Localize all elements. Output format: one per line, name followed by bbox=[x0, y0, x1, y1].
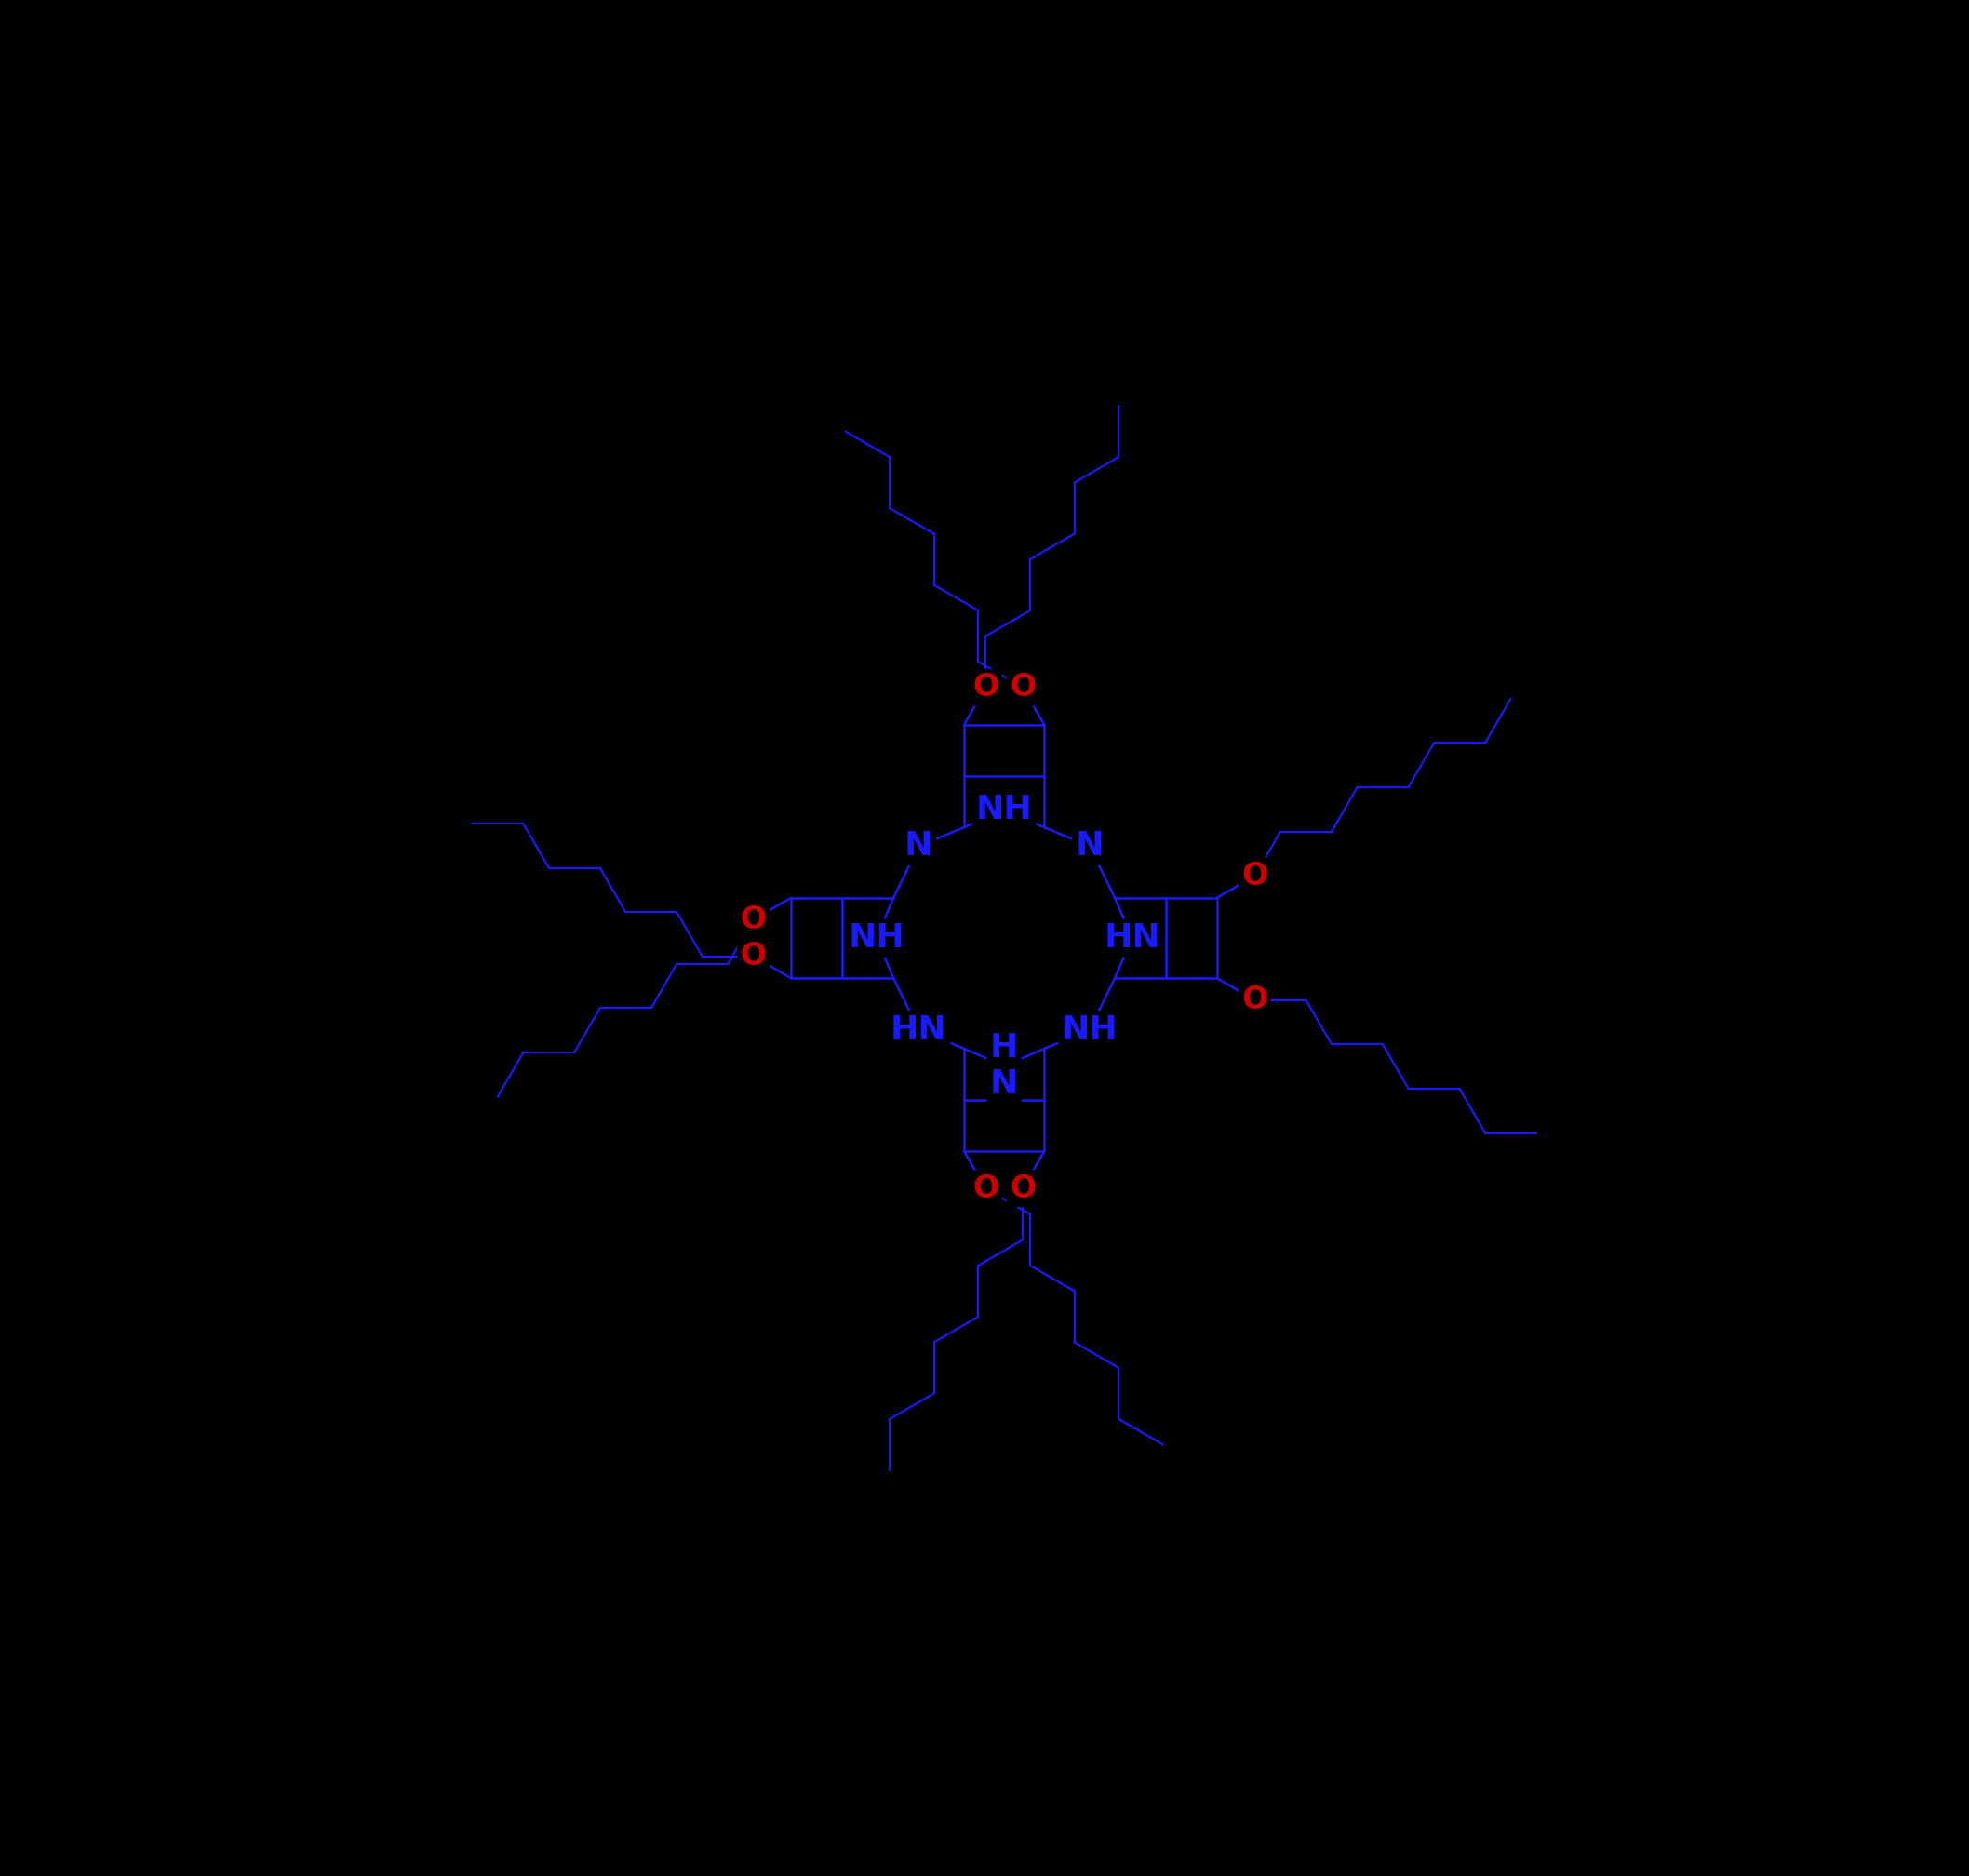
Text: N: N bbox=[904, 831, 933, 863]
Text: O: O bbox=[1010, 1172, 1036, 1204]
Text: O: O bbox=[973, 672, 998, 704]
Text: O: O bbox=[740, 942, 766, 972]
Text: O: O bbox=[1010, 672, 1036, 704]
Text: O: O bbox=[1242, 861, 1268, 891]
Text: NH: NH bbox=[1061, 1013, 1118, 1045]
Text: H
N: H N bbox=[990, 1032, 1018, 1099]
Text: O: O bbox=[973, 1172, 998, 1204]
Text: HN: HN bbox=[1105, 923, 1160, 953]
Text: HN: HN bbox=[890, 1013, 947, 1045]
Text: O: O bbox=[740, 904, 766, 934]
Text: N: N bbox=[1075, 831, 1105, 863]
Text: NH: NH bbox=[849, 923, 904, 953]
Text: NH: NH bbox=[977, 794, 1032, 825]
Text: O: O bbox=[1242, 985, 1268, 1015]
